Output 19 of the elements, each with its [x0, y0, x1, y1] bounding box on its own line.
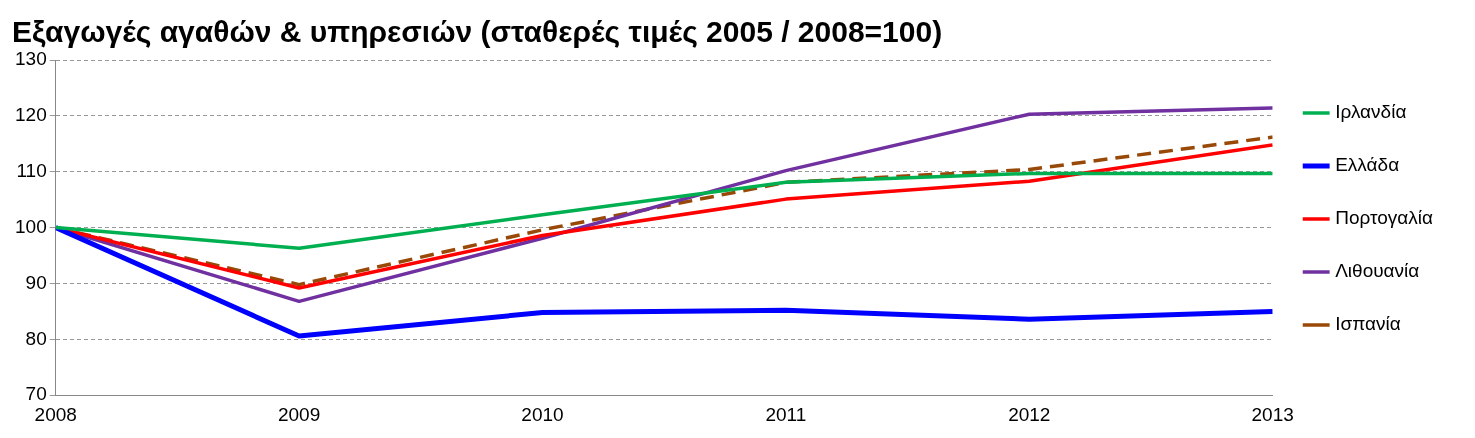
legend-label: Ελλάδα: [1335, 154, 1400, 176]
legend-label: Λιθουανία: [1335, 260, 1420, 282]
x-tick-label: 2011: [765, 403, 807, 425]
x-tick-label: 2010: [521, 403, 564, 425]
y-tick-label: 120: [15, 104, 47, 126]
x-tick-label: 2009: [277, 403, 321, 425]
legend-label: Ισπανία: [1335, 313, 1401, 335]
y-tick-label: 80: [25, 327, 47, 349]
chart-title: Εξαγωγές αγαθών & υπηρεσιών (σταθερές τιμές 2005 / 2008=100): [12, 15, 943, 49]
x-tick-label: 2008: [34, 403, 77, 425]
y-tick-label: 90: [25, 271, 47, 293]
y-tick-label: 100: [15, 215, 47, 237]
y-tick-label: 70: [25, 383, 47, 405]
y-tick-label: 130: [15, 48, 47, 70]
legend-label: Ιρλανδία: [1335, 101, 1407, 123]
y-tick-label: 110: [16, 159, 47, 181]
x-tick-label: 2012: [1008, 403, 1051, 425]
x-tick-label: 2013: [1251, 403, 1294, 425]
legend-label: Πορτογαλία: [1335, 207, 1434, 229]
